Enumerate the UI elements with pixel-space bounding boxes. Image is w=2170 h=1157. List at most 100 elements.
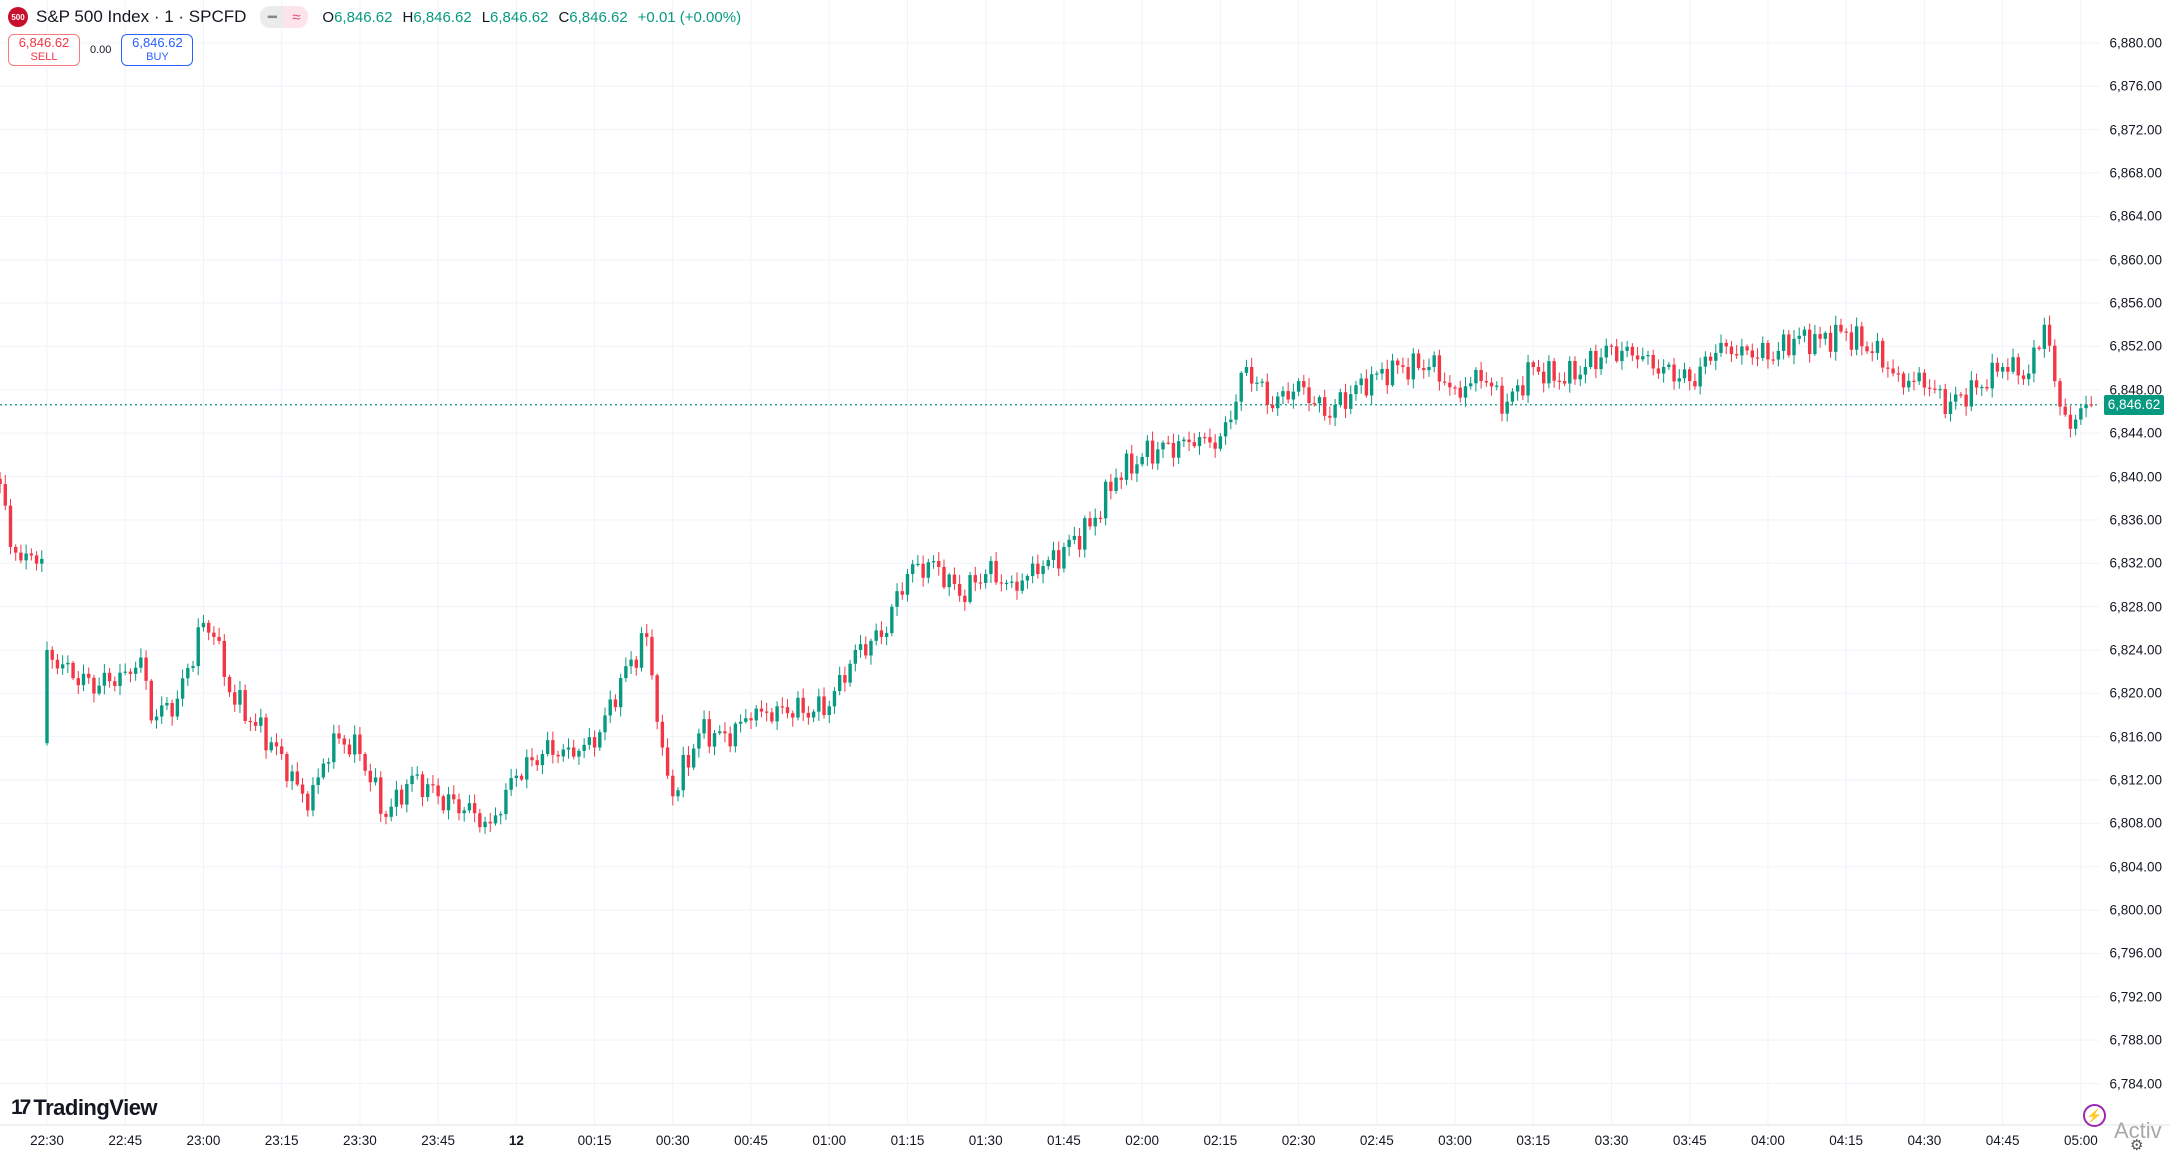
candle [545, 731, 550, 757]
candle [1542, 362, 1546, 393]
candle-body [1854, 326, 1859, 350]
candle [420, 771, 425, 807]
candle-body [233, 692, 237, 705]
candle-body [942, 566, 946, 588]
candle [201, 614, 206, 632]
candle [1140, 453, 1144, 467]
candle [817, 688, 821, 721]
tradingview-logo[interactable]: 17 TradingView [11, 1095, 158, 1121]
gear-icon[interactable]: ⚙ [2130, 1137, 2144, 1154]
candle [1255, 376, 1259, 392]
candle-body [775, 706, 779, 722]
candle-body [1891, 368, 1895, 374]
candle-body [1823, 332, 1828, 339]
candle [1615, 338, 1619, 363]
candle [253, 713, 258, 732]
price-label: 6,852.00 [2109, 338, 2162, 354]
symbol-title[interactable]: S&P 500 Index · 1 · SPCFD [36, 7, 247, 26]
candle [1646, 350, 1650, 365]
minus-icon[interactable]: ━ [260, 6, 285, 28]
candle-body [994, 561, 998, 583]
low-value: 6,846.62 [490, 8, 549, 26]
candle [1818, 326, 1822, 348]
candle [24, 544, 28, 570]
candle [1062, 542, 1066, 573]
candle-body [170, 702, 174, 717]
close-value: 6,846.62 [569, 8, 628, 26]
candle-body [843, 675, 847, 683]
candle-body [290, 771, 294, 782]
candle-body [1839, 324, 1843, 332]
candle-body [1677, 378, 1681, 382]
candle [1766, 340, 1770, 369]
candle-body [1953, 394, 1958, 402]
candle-body [1395, 360, 1400, 366]
candle [525, 749, 529, 789]
candle [2016, 353, 2020, 385]
candle [1474, 367, 1478, 392]
candle [1927, 379, 1932, 397]
candle-body [154, 716, 159, 721]
candle-body [1333, 404, 1337, 418]
candle [775, 701, 779, 730]
candle [1734, 344, 1739, 360]
candle-body [1364, 378, 1369, 396]
candle [1286, 382, 1290, 404]
candle [60, 655, 65, 675]
candle-body [984, 574, 988, 584]
candle-body [770, 712, 774, 722]
lightning-icon[interactable]: ⚡ [2083, 1104, 2106, 1127]
candle-body [1604, 345, 1608, 358]
candle-body [144, 657, 148, 681]
candle [1661, 359, 1666, 383]
candle-body [2000, 367, 2005, 372]
candle [87, 667, 91, 684]
candle [1677, 369, 1681, 389]
candle [107, 667, 112, 688]
candle-body [420, 774, 425, 798]
candle-body [118, 672, 122, 686]
candle-body [879, 630, 884, 637]
time-label: 02:45 [1359, 1133, 1394, 1148]
candle-body [1500, 385, 1504, 414]
buy-button[interactable]: 6,846.62 BUY [121, 34, 194, 66]
candle [1599, 348, 1603, 376]
candle-body [1578, 374, 1582, 380]
candle-body [2016, 357, 2020, 376]
candle [1260, 378, 1264, 388]
candle [1505, 393, 1509, 422]
approx-icon[interactable]: ≈ [284, 6, 309, 28]
candle [1359, 373, 1363, 394]
candle-body [566, 747, 571, 750]
candle [399, 784, 404, 809]
candle [718, 725, 722, 736]
candle [55, 653, 60, 675]
candle-body [368, 770, 373, 783]
candle [279, 738, 284, 760]
price-label: 6,832.00 [2109, 555, 2162, 571]
candle [467, 794, 472, 814]
candle-body [1265, 381, 1270, 405]
candle [1854, 317, 1859, 356]
candle [1302, 374, 1306, 395]
candle [561, 744, 565, 762]
candle [890, 604, 894, 637]
candle [1526, 354, 1530, 403]
candle-body [1260, 381, 1264, 383]
candle [1354, 380, 1358, 401]
candle-body [1703, 356, 1708, 367]
sell-label: SELL [30, 51, 58, 63]
open-value: 6,846.62 [334, 8, 393, 26]
candle-body [1870, 351, 1874, 353]
candle [681, 746, 685, 798]
sell-button[interactable]: 6,846.62 SELL [8, 34, 80, 66]
candle [2047, 315, 2052, 352]
candle [1390, 353, 1395, 387]
candle-body [1521, 385, 1525, 396]
candle [1620, 341, 1624, 370]
candle [1166, 435, 1170, 445]
candle [2032, 339, 2036, 383]
candle-body [352, 734, 357, 755]
candle [170, 699, 174, 726]
